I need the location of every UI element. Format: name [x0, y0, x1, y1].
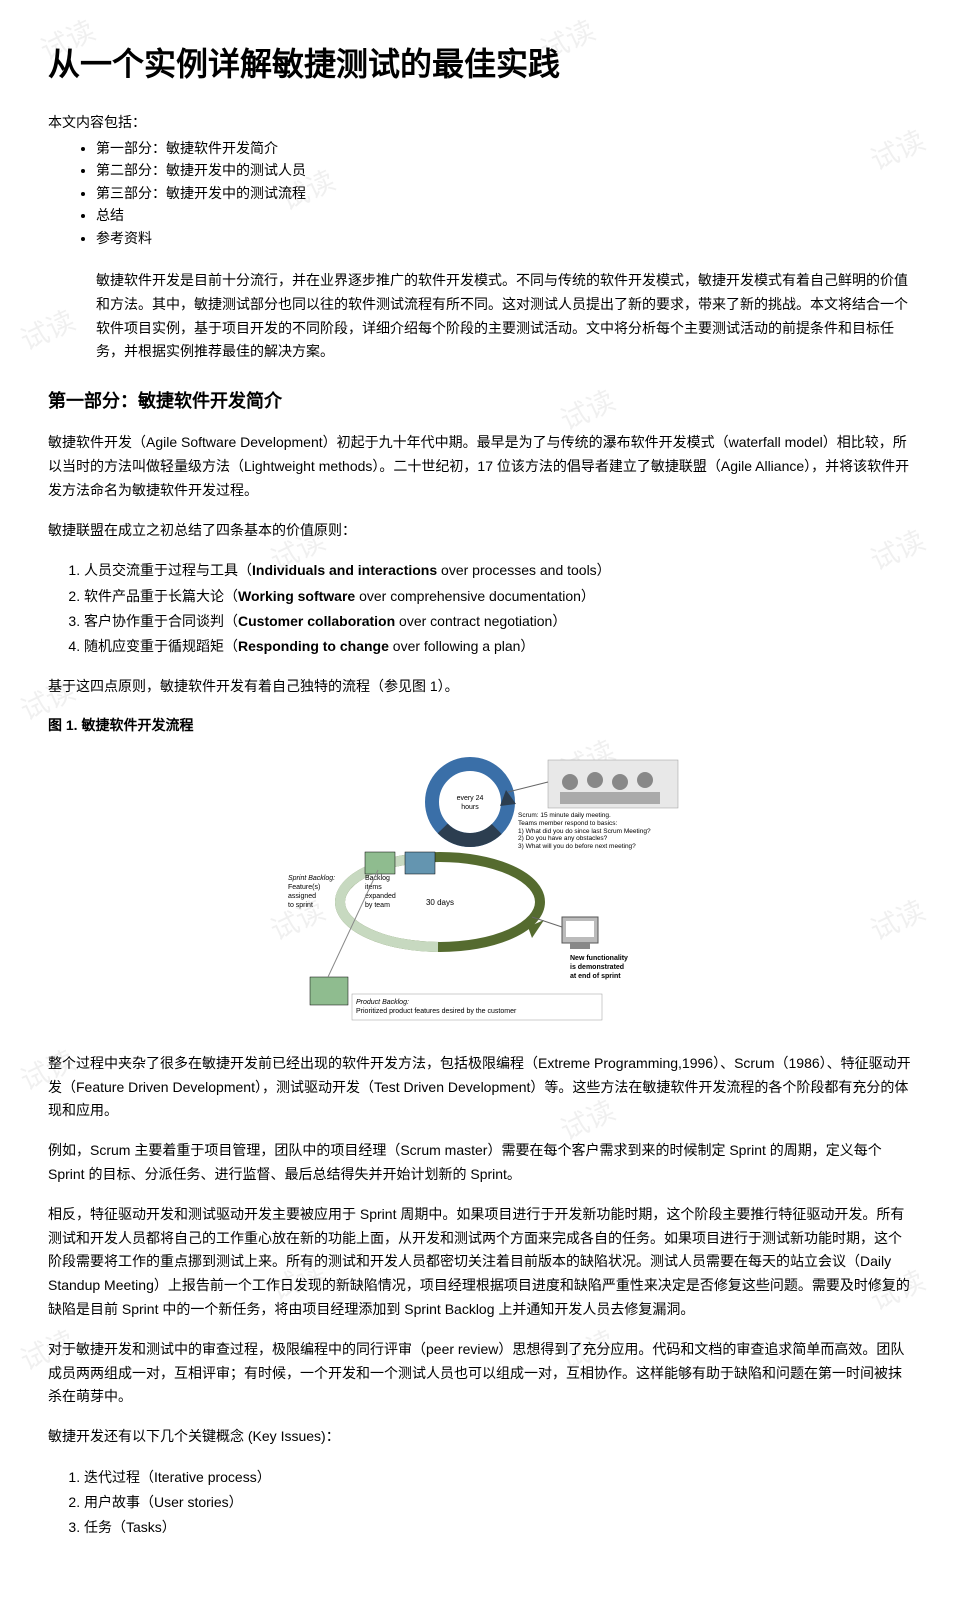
svg-text:by team: by team [365, 902, 390, 909]
toc-item: 第二部分：敏捷开发中的测试人员 [96, 159, 912, 181]
key-issues-list: 迭代过程（Iterative process） 用户故事（User storie… [48, 1465, 912, 1541]
svg-text:assigned: assigned [288, 893, 316, 900]
scrum-diagram: every 24 hours 30 days Sprint Backlog: F… [270, 752, 690, 1032]
toc-item: 参考资料 [96, 227, 912, 249]
key-issue-item: 任务（Tasks） [84, 1515, 912, 1540]
svg-text:expanded: expanded [365, 893, 396, 900]
svg-text:items: items [365, 884, 382, 891]
principle-item: 客户协作重于合同谈判（Customer collaboration over c… [84, 609, 912, 634]
paragraph: 基于这四点原则，敏捷软件开发有着自己独特的流程（参见图 1）。 [48, 675, 912, 699]
days-label: 30 days [426, 898, 454, 907]
svg-text:New functionality: New functionality [570, 955, 628, 962]
paragraph: 敏捷开发还有以下几个关键概念 (Key Issues)： [48, 1425, 912, 1449]
page-title: 从一个实例详解敏捷测试的最佳实践 [48, 40, 912, 88]
figure-scrum-process: every 24 hours 30 days Sprint Backlog: F… [270, 752, 690, 1032]
principle-item: 软件产品重于长篇大论（Working software over compreh… [84, 584, 912, 609]
watermark: 试读 [864, 890, 933, 952]
principle-item: 人员交流重于过程与工具（Individuals and interactions… [84, 558, 912, 583]
svg-text:to sprint: to sprint [288, 902, 313, 909]
key-issue-item: 用户故事（User stories） [84, 1490, 912, 1515]
svg-text:at end of sprint: at end of sprint [570, 973, 621, 980]
principle-item: 随机应变重于循规蹈矩（Responding to change over fol… [84, 634, 912, 659]
svg-text:Sprint Backlog:: Sprint Backlog: [288, 875, 335, 882]
svg-text:Feature(s): Feature(s) [288, 884, 320, 891]
paragraph: 相反，特征驱动开发和测试驱动开发主要被应用于 Sprint 周期中。如果项目进行… [48, 1203, 912, 1322]
paragraph: 整个过程中夹杂了很多在敏捷开发前已经出现的软件开发方法，包括极限编程（Extre… [48, 1052, 912, 1123]
principles-list: 人员交流重于过程与工具（Individuals and interactions… [48, 558, 912, 659]
svg-text:every 24: every 24 [457, 795, 484, 802]
toc-item: 总结 [96, 204, 912, 226]
svg-text:is demonstrated: is demonstrated [570, 964, 624, 971]
svg-text:Prioritized product features d: Prioritized product features desired by … [356, 1008, 517, 1015]
svg-text:Backlog: Backlog [365, 875, 390, 882]
paragraph: 敏捷软件开发（Agile Software Development）初起于九十年… [48, 431, 912, 502]
section1-heading: 第一部分：敏捷软件开发简介 [48, 388, 912, 415]
toc-item: 第一部分：敏捷软件开发简介 [96, 137, 912, 159]
paragraph: 例如，Scrum 主要着重于项目管理，团队中的项目经理（Scrum master… [48, 1139, 912, 1187]
toc-intro: 本文内容包括： [48, 112, 912, 133]
paragraph: 对于敏捷开发和测试中的审查过程，极限编程中的同行评审（peer review）思… [48, 1338, 912, 1409]
svg-text:hours: hours [461, 804, 479, 811]
paragraph: 敏捷联盟在成立之初总结了四条基本的价值原则： [48, 519, 912, 543]
svg-text:Product Backlog:: Product Backlog: [356, 999, 409, 1006]
abstract: 敏捷软件开发是目前十分流行，并在业界逐步推广的软件开发模式。不同与传统的软件开发… [96, 269, 912, 364]
toc-item: 第三部分：敏捷开发中的测试流程 [96, 182, 912, 204]
watermark: 试读 [14, 300, 83, 362]
figure-caption: 图 1. 敏捷软件开发流程 [48, 715, 912, 736]
key-issue-item: 迭代过程（Iterative process） [84, 1465, 912, 1490]
toc-list: 第一部分：敏捷软件开发简介 第二部分：敏捷开发中的测试人员 第三部分：敏捷开发中… [48, 137, 912, 249]
